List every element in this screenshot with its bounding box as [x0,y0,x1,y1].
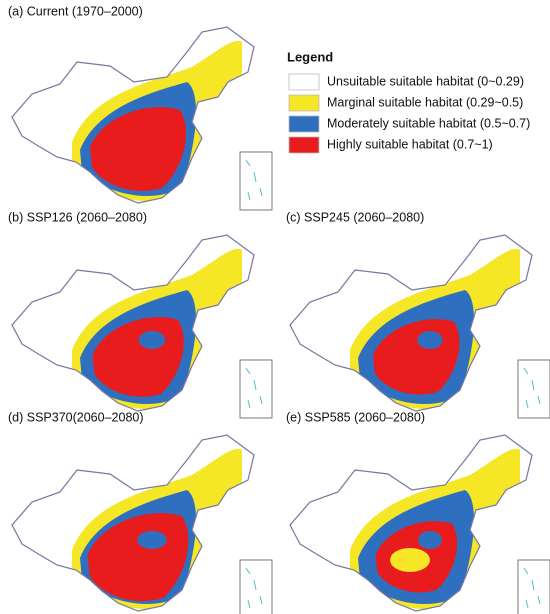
moderate-patch [138,331,166,349]
habitat [72,41,242,202]
moderate-patch [417,331,443,349]
inset-islands [245,567,263,609]
panel-title: (d) SSP370(2060–2080) [8,410,144,424]
inset [517,359,550,419]
map [289,234,550,419]
panel-title: (c) SSP245 (2060–2080) [286,210,424,224]
habitat [72,449,242,610]
legend-swatch [288,115,320,133]
map [11,26,273,211]
habitat [72,249,242,410]
high-area [90,107,187,191]
legend-label: Highly suitable habitat (0.7~1) [327,137,493,151]
marginal-patch [390,548,430,572]
legend: Legend Unsuitable suitable habitat (0~0.… [287,49,530,154]
moderate-patch [418,531,442,549]
inset-islands [523,367,541,409]
inset [239,559,273,614]
legend-label: Unsuitable suitable habitat (0~0.29) [327,74,524,88]
panel-title: (e) SSP585 (2060–2080) [286,410,425,424]
inset-islands [245,367,263,409]
panel-title: (b) SSP126 (2060–2080) [8,210,147,224]
inset-islands [523,567,541,609]
inset-frame [239,559,273,614]
inset [239,151,273,211]
habitat [350,249,520,410]
map [289,434,550,614]
legend-label: Marginal suitable habitat (0.29~0.5) [327,95,523,109]
inset [239,359,273,419]
inset [517,559,550,614]
inset-islands [245,159,263,201]
habitat [350,449,520,610]
panel-title: (a) Current (1970–2000) [8,4,143,18]
map [11,234,273,419]
legend-title: Legend [287,49,333,64]
legend-swatch [288,73,320,91]
map [11,434,273,614]
legend-swatch [288,94,320,112]
moderate-patch [137,531,167,549]
legend-swatch [288,136,320,154]
legend-label: Moderately suitable habitat (0.5~0.7) [327,116,530,130]
inset-frame [517,559,550,614]
